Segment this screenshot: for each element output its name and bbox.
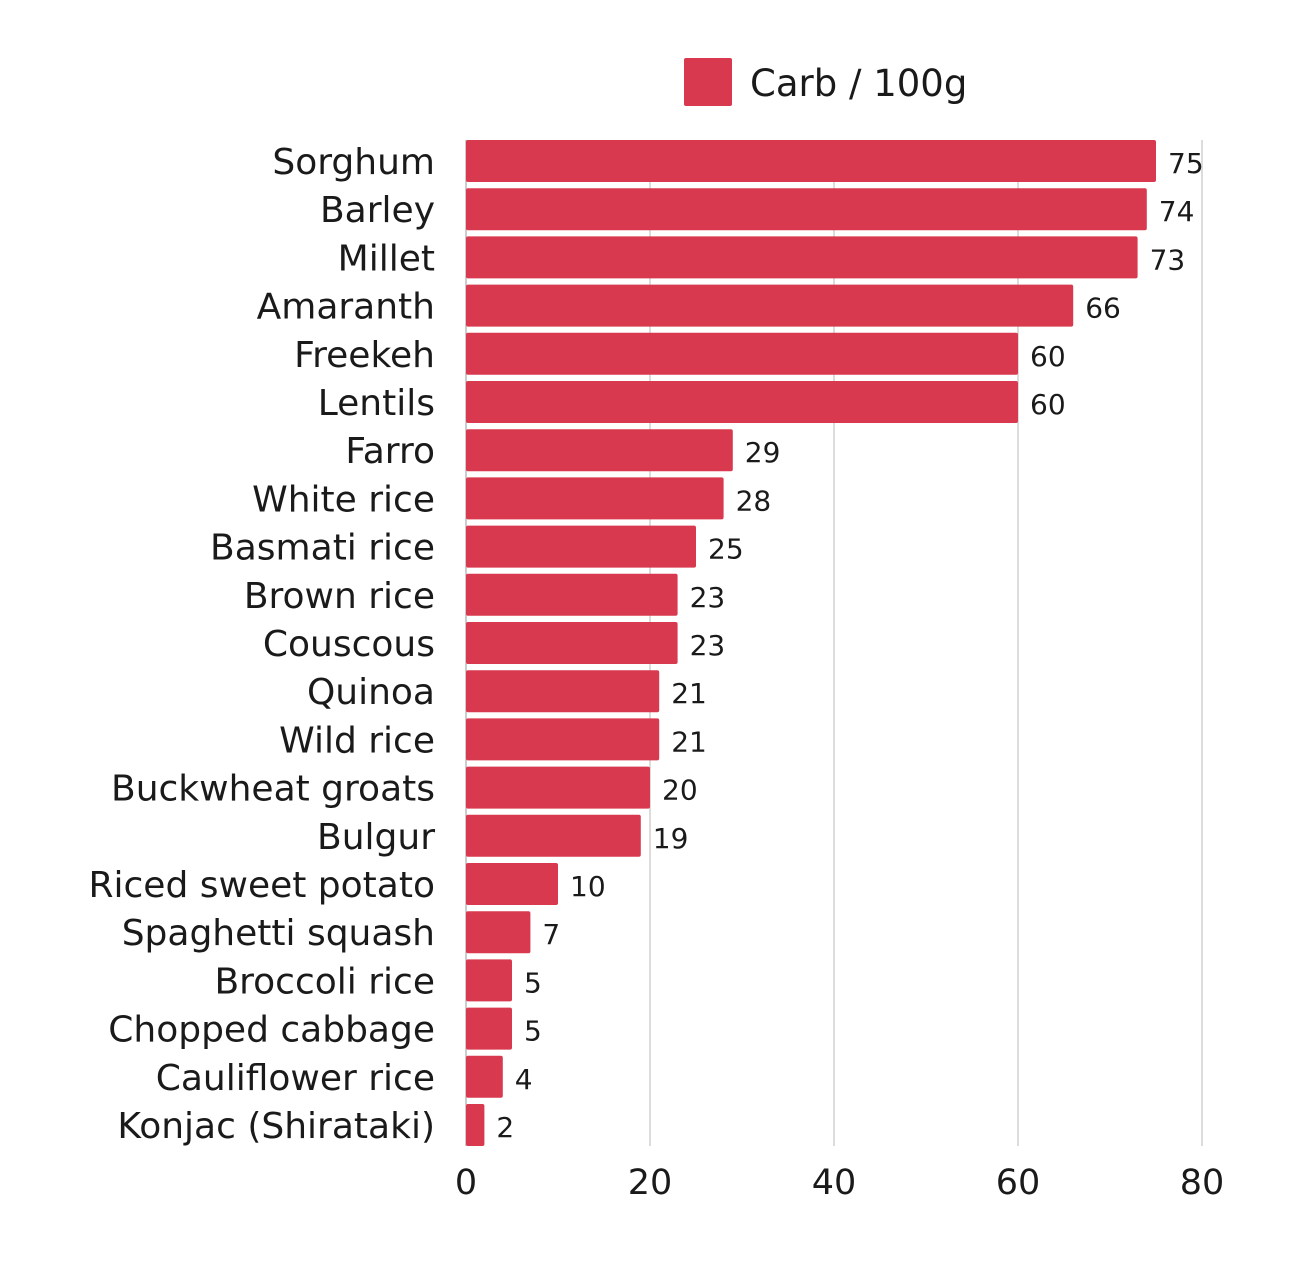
category-label: Cauliflower rice <box>156 1058 435 1099</box>
category-label: Farro <box>345 431 435 472</box>
legend-swatch <box>684 58 732 106</box>
bar <box>466 573 678 616</box>
x-tick-label: 80 <box>1180 1163 1225 1203</box>
category-label: Brown rice <box>244 576 435 617</box>
bar <box>466 959 512 1002</box>
bar <box>466 429 733 472</box>
bar <box>466 622 678 664</box>
legend-label: Carb / 100g <box>750 62 967 105</box>
data-label: 23 <box>690 629 726 662</box>
category-label: Konjac (Shirataki) <box>117 1106 435 1147</box>
category-label: Couscous <box>263 624 435 665</box>
bar <box>466 332 1018 375</box>
x-tick-label: 20 <box>628 1163 673 1203</box>
data-label: 10 <box>570 870 606 903</box>
bar <box>466 477 724 520</box>
data-label: 7 <box>542 918 560 951</box>
bar <box>466 140 1156 182</box>
bar <box>466 814 641 857</box>
category-label: Millet <box>338 238 435 279</box>
x-tick-label: 40 <box>812 1163 857 1203</box>
category-label: Riced sweet potato <box>89 865 436 906</box>
category-labels: Sorghum Barley Millet Amaranth Freekeh Lentil… <box>89 142 436 1147</box>
bar <box>466 525 696 568</box>
data-label: 25 <box>708 533 744 566</box>
bars <box>466 140 1156 1146</box>
x-axis-ticks: 0 20 40 60 80 <box>455 1163 1224 1203</box>
data-label: 19 <box>653 822 689 855</box>
category-label: Barley <box>320 190 435 231</box>
bar <box>466 236 1138 279</box>
bar <box>466 863 558 905</box>
data-label: 75 <box>1168 147 1204 180</box>
bar <box>466 188 1147 231</box>
x-tick-label: 60 <box>996 1163 1041 1203</box>
data-label: 21 <box>671 725 707 758</box>
category-label: Spaghetti squash <box>122 913 435 954</box>
data-label: 60 <box>1030 340 1066 373</box>
bar <box>466 670 660 713</box>
bar <box>466 718 660 761</box>
bar <box>466 1007 512 1050</box>
data-label: 74 <box>1159 195 1195 228</box>
data-label: 28 <box>736 484 772 517</box>
category-label: Basmati rice <box>210 528 435 569</box>
category-label: Freekeh <box>294 335 435 376</box>
category-label: Chopped cabbage <box>108 1010 435 1051</box>
data-label: 60 <box>1030 388 1066 421</box>
data-label: 73 <box>1150 243 1186 276</box>
bar <box>466 381 1018 423</box>
category-label: Buckwheat groats <box>111 769 435 810</box>
data-label: 20 <box>662 774 698 807</box>
bar <box>466 1104 485 1146</box>
data-label: 23 <box>690 581 726 614</box>
data-label: 29 <box>745 436 781 469</box>
data-label: 2 <box>496 1111 514 1144</box>
data-label: 66 <box>1085 292 1121 325</box>
category-label: White rice <box>252 479 435 520</box>
bar <box>466 1055 503 1098</box>
bar <box>466 911 531 954</box>
category-label: Quinoa <box>307 672 435 713</box>
category-label: Wild rice <box>279 720 435 761</box>
data-label: 5 <box>524 966 542 999</box>
category-label: Amaranth <box>257 287 435 328</box>
category-label: Lentils <box>318 383 435 424</box>
data-label: 21 <box>671 677 707 710</box>
legend: Carb / 100g <box>684 58 967 106</box>
data-label: 5 <box>524 1015 542 1048</box>
bar <box>466 766 650 809</box>
bar <box>466 284 1074 327</box>
category-label: Bulgur <box>317 817 435 858</box>
category-label: Broccoli rice <box>214 961 435 1002</box>
data-label: 4 <box>515 1063 533 1096</box>
category-label: Sorghum <box>272 142 435 183</box>
x-tick-label: 0 <box>455 1163 477 1203</box>
